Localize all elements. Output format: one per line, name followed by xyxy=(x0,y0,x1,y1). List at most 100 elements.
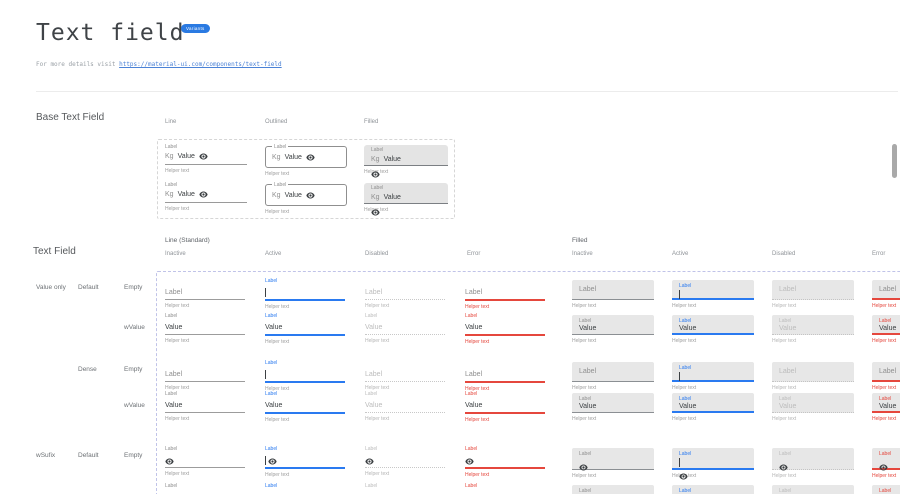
field-prefix: Kg xyxy=(272,191,281,199)
eye-icon[interactable] xyxy=(679,473,688,480)
docs-link[interactable]: https://material-ui.com/components/text-… xyxy=(119,61,282,68)
filled-text-field-disabled[interactable]: Label Helper text xyxy=(772,280,854,309)
field-underline xyxy=(465,412,545,414)
field-label: Label xyxy=(879,286,897,293)
filled-text-field-disabled[interactable]: Label Helper text xyxy=(772,448,854,479)
field-float-label: Label xyxy=(465,313,478,319)
field-helper: Helper text xyxy=(772,303,797,309)
text-field-error[interactable]: Label Helper text xyxy=(465,445,545,478)
eye-icon[interactable] xyxy=(779,464,788,471)
text-field-active[interactable]: Label Helper text xyxy=(265,359,345,392)
filled-text-field-inactive[interactable]: Label Helper text xyxy=(572,280,654,309)
field-label: Label xyxy=(165,371,183,378)
text-field-inactive[interactable]: Label Helper text xyxy=(165,359,245,391)
base-outlined-field[interactable]: Label Kg Value Helper text xyxy=(265,181,347,215)
field-input-row xyxy=(265,453,345,467)
field-value: Value xyxy=(284,153,302,161)
field-input-row: Value xyxy=(365,490,445,494)
base-line-field[interactable]: Label Kg Value Helper text xyxy=(165,144,247,174)
eye-icon[interactable] xyxy=(365,458,374,465)
row-size-label: Default xyxy=(78,452,99,459)
text-field-error[interactable]: Label Helper text xyxy=(465,277,545,310)
text-field-inactive[interactable]: Label Helper text xyxy=(165,445,245,477)
eye-icon[interactable] xyxy=(165,458,174,465)
text-field-disabled[interactable]: Label Helper text xyxy=(365,277,445,309)
eye-icon[interactable] xyxy=(199,191,208,198)
text-field-disabled[interactable]: Label Helper text xyxy=(365,359,445,391)
eye-icon[interactable] xyxy=(579,464,588,471)
eye-icon[interactable] xyxy=(465,458,474,465)
filled-text-field-error[interactable]: Label Helper text xyxy=(872,448,900,479)
eye-icon[interactable] xyxy=(268,458,277,465)
field-value: Value xyxy=(879,403,897,410)
filled-text-field-active[interactable]: Label Helper text xyxy=(672,362,754,391)
field-helper: Helper text xyxy=(672,338,697,344)
filled-text-field-active[interactable]: Label Helper text xyxy=(672,448,754,480)
text-field-error[interactable]: Label Helper text xyxy=(465,359,545,392)
field-value: Value xyxy=(579,403,597,410)
scrollbar-thumb[interactable] xyxy=(892,144,897,178)
field-input-row: Value xyxy=(265,398,345,412)
filled-text-field-error[interactable]: Label Helper text xyxy=(872,280,900,309)
field-helper: Helper text xyxy=(672,416,697,422)
base-outlined-field[interactable]: Label Kg Value Helper text xyxy=(265,143,347,177)
filled-text-field-inactive[interactable]: Label Helper text xyxy=(572,362,654,391)
field-value: Value xyxy=(365,402,383,409)
filled-text-field-error[interactable]: Label Helper text xyxy=(872,362,900,391)
eye-icon[interactable] xyxy=(371,209,380,216)
field-float-label: Label xyxy=(679,488,692,494)
row-state-label: Empty xyxy=(124,284,143,291)
field-float-label: Label xyxy=(679,451,692,457)
field-helper: Helper text xyxy=(872,303,897,309)
text-field-active[interactable]: Label Helper text xyxy=(265,277,345,310)
field-helper: Helper text xyxy=(572,303,597,309)
field-helper: Helper text xyxy=(465,417,490,423)
filled-text-field-disabled[interactable]: Label Helper text xyxy=(772,362,854,391)
text-field-inactive[interactable]: Label Helper text xyxy=(165,277,245,309)
field-helper: Helper text xyxy=(672,385,697,391)
eye-icon[interactable] xyxy=(879,464,888,471)
field-underline xyxy=(365,467,445,468)
eye-icon[interactable] xyxy=(199,153,208,160)
base-filled-field[interactable]: Label Kg Value Helper text xyxy=(364,145,448,178)
filled-text-field-active[interactable]: Label Helper text xyxy=(672,280,754,309)
eye-icon[interactable] xyxy=(306,192,315,199)
base-col-filled: Filled xyxy=(364,119,379,125)
base-filled-field[interactable]: Label Kg Value Helper text xyxy=(364,183,448,216)
row-state-label: wValue xyxy=(124,324,145,331)
eye-icon[interactable] xyxy=(371,171,380,178)
filled-text-field-inactive[interactable]: Label Helper text xyxy=(572,448,654,479)
field-float-label: Label xyxy=(265,483,278,489)
field-value: Value xyxy=(779,325,797,332)
text-field-disabled[interactable]: Label Helper text xyxy=(365,445,445,477)
eye-icon[interactable] xyxy=(306,154,315,161)
base-line-field[interactable]: Label Kg Value Helper text xyxy=(165,182,247,212)
state-filled-error: Error xyxy=(872,251,886,257)
field-label: Label xyxy=(165,144,178,150)
text-field-active[interactable]: Label Helper text xyxy=(265,445,345,478)
